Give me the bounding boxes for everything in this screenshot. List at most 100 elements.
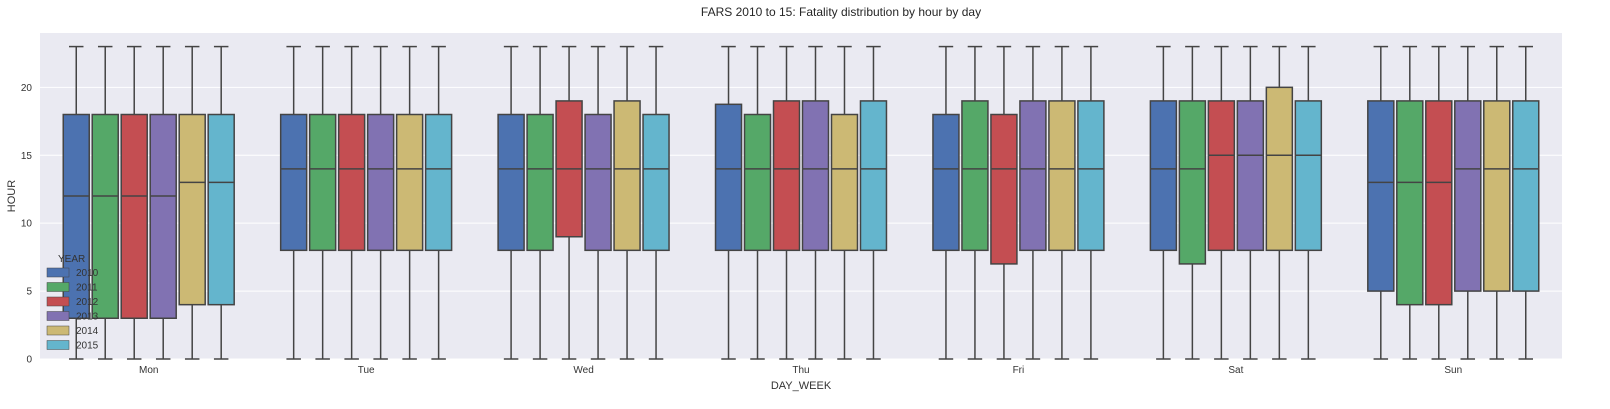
box-iqr bbox=[207, 113, 235, 306]
box-Mon-2011 bbox=[91, 45, 119, 360]
box-iqr bbox=[91, 113, 119, 319]
box-Thu-2013 bbox=[801, 45, 830, 360]
legend-title: YEAR bbox=[58, 254, 85, 265]
box-Thu-2011 bbox=[743, 45, 772, 360]
box-iqr bbox=[1019, 100, 1047, 252]
box-iqr bbox=[1265, 86, 1294, 252]
box-Wed-2011 bbox=[526, 45, 554, 360]
box-iqr bbox=[1294, 100, 1323, 252]
legend-label-2012: 2012 bbox=[76, 297, 99, 308]
box-iqr bbox=[1512, 100, 1540, 292]
legend-swatch-2013 bbox=[46, 311, 70, 321]
box-Tue-2012 bbox=[337, 45, 366, 360]
box-iqr bbox=[526, 113, 554, 252]
box-Fri-2014 bbox=[1048, 45, 1076, 360]
box-Sun-2011 bbox=[1396, 45, 1424, 360]
box-Thu-2012 bbox=[772, 45, 801, 360]
box-iqr bbox=[1236, 100, 1265, 252]
legend-label-2014: 2014 bbox=[76, 326, 99, 337]
box-Sat-2015 bbox=[1294, 45, 1323, 360]
box-iqr bbox=[308, 113, 337, 252]
y-tick-label: 5 bbox=[26, 287, 32, 298]
box-Fri-2011 bbox=[961, 45, 989, 360]
box-iqr bbox=[178, 113, 206, 306]
x-tick-label: Thu bbox=[792, 365, 809, 376]
legend-swatch-2011 bbox=[46, 282, 70, 292]
box-Sat-2014 bbox=[1265, 45, 1294, 360]
box-iqr bbox=[801, 100, 830, 252]
y-tick-label: 15 bbox=[21, 151, 33, 162]
box-Tue-2014 bbox=[395, 45, 424, 360]
box-Sat-2011 bbox=[1178, 45, 1207, 360]
y-axis-label: HOUR bbox=[6, 180, 18, 212]
box-Mon-2013 bbox=[149, 45, 177, 360]
legend-swatch-2010 bbox=[46, 267, 70, 278]
box-Wed-2012 bbox=[555, 45, 583, 360]
box-Fri-2013 bbox=[1019, 45, 1047, 360]
box-Fri-2012 bbox=[990, 45, 1018, 360]
box-iqr bbox=[1454, 100, 1482, 292]
axes: 0 5 10 15 20 Mon Tue Wed Thu Fri Sat Sun bbox=[21, 83, 1462, 376]
box-Wed-2013 bbox=[584, 45, 612, 360]
box-Sun-2015 bbox=[1512, 45, 1540, 360]
box-Wed-2010 bbox=[497, 45, 525, 360]
box-iqr bbox=[1396, 100, 1424, 306]
box-Thu-2015 bbox=[859, 45, 888, 360]
box-iqr bbox=[279, 113, 308, 252]
box-Mon-2012 bbox=[120, 45, 148, 360]
box-Wed-2014 bbox=[613, 45, 641, 360]
x-tick-label: Tue bbox=[358, 365, 375, 376]
x-tick-label: Sat bbox=[1228, 365, 1243, 376]
x-tick-label: Mon bbox=[139, 365, 158, 376]
box-Thu-2010 bbox=[714, 45, 743, 360]
box-iqr bbox=[337, 113, 366, 252]
box-iqr bbox=[990, 113, 1018, 265]
box-Mon-2015 bbox=[207, 45, 235, 360]
plot-area bbox=[40, 33, 1562, 359]
x-axis-label: DAY_WEEK bbox=[771, 380, 832, 392]
box-iqr bbox=[859, 100, 888, 252]
legend-label-2011: 2011 bbox=[76, 283, 98, 294]
box-Thu-2014 bbox=[830, 45, 859, 360]
box-Sat-2012 bbox=[1207, 45, 1236, 360]
box-iqr bbox=[714, 103, 743, 252]
box-iqr bbox=[1048, 100, 1076, 252]
box-iqr bbox=[772, 100, 801, 252]
box-iqr bbox=[584, 113, 612, 252]
boxes bbox=[62, 45, 1540, 360]
box-Sun-2010 bbox=[1367, 45, 1395, 360]
box-Fri-2015 bbox=[1077, 45, 1105, 360]
box-iqr bbox=[743, 113, 772, 252]
box-iqr bbox=[1483, 100, 1511, 292]
box-iqr bbox=[1178, 100, 1207, 265]
box-iqr bbox=[1077, 100, 1105, 252]
box-iqr bbox=[961, 100, 989, 252]
box-iqr bbox=[932, 113, 960, 252]
box-Sun-2014 bbox=[1483, 45, 1511, 360]
legend-swatch-2012 bbox=[46, 296, 70, 307]
legend-swatch-2015 bbox=[46, 340, 70, 350]
y-tick-label: 20 bbox=[21, 83, 33, 94]
legend-label-2010: 2010 bbox=[76, 268, 99, 279]
box-iqr bbox=[149, 113, 177, 319]
box-iqr bbox=[1207, 100, 1236, 252]
box-iqr bbox=[830, 113, 859, 252]
box-Sat-2010 bbox=[1149, 45, 1178, 360]
box-Tue-2010 bbox=[279, 45, 308, 360]
box-Fri-2010 bbox=[932, 45, 960, 360]
box-iqr bbox=[613, 100, 641, 252]
box-Tue-2015 bbox=[424, 45, 453, 360]
box-Mon-2014 bbox=[178, 45, 206, 360]
x-tick-label: Wed bbox=[573, 365, 593, 376]
x-tick-label: Fri bbox=[1013, 365, 1025, 376]
box-Sun-2012 bbox=[1425, 45, 1453, 360]
box-iqr bbox=[395, 113, 424, 252]
box-iqr bbox=[424, 113, 453, 252]
legend: YEAR 2010 2011 2012 2013 2014 2015 bbox=[46, 254, 99, 352]
legend-label-2013: 2013 bbox=[76, 312, 99, 323]
box-Tue-2011 bbox=[308, 45, 337, 360]
box-iqr bbox=[642, 113, 670, 252]
box-iqr bbox=[1149, 100, 1178, 252]
